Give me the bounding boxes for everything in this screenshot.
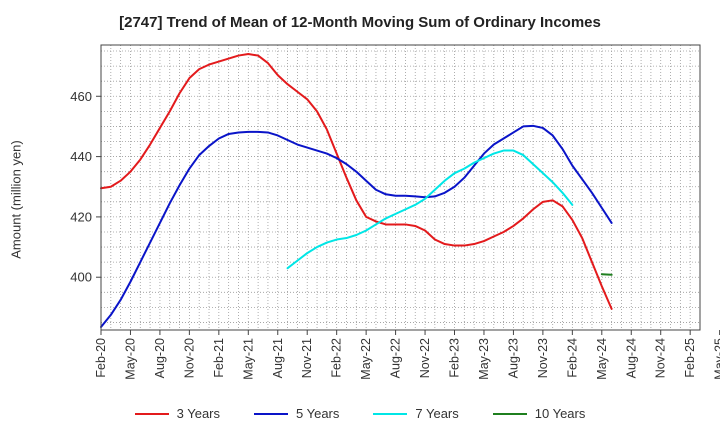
x-tick-label: May-23 xyxy=(477,338,491,380)
legend-label-5-years: 5 Years xyxy=(296,406,340,421)
x-tick-label: Feb-25 xyxy=(683,338,697,378)
series-line-5-years xyxy=(100,124,613,328)
legend-label-10-years: 10 Years xyxy=(534,406,586,421)
legend-item-3-years: 3 Years xyxy=(134,406,220,421)
x-tick-label: Feb-21 xyxy=(212,338,226,378)
series-line-10-years xyxy=(600,273,613,276)
x-tick-label: Aug-20 xyxy=(153,338,167,378)
x-tick-label: May-25 xyxy=(713,338,720,380)
legend-label-7-years: 7 Years xyxy=(415,406,459,421)
x-tick-label: Feb-24 xyxy=(565,338,579,378)
x-tick-label: May-22 xyxy=(359,338,373,380)
x-tick-label: Nov-24 xyxy=(654,338,668,378)
x-tick-label: Aug-23 xyxy=(506,338,520,378)
legend-swatch-7-years xyxy=(373,412,408,415)
series-line-3-years xyxy=(100,53,613,310)
x-tick-label: May-21 xyxy=(241,338,255,380)
x-tick-label: Feb-20 xyxy=(94,338,108,378)
legend-item-5-years: 5 Years xyxy=(254,406,339,421)
legend: 3 Years 5 Years 7 Years 10 Years xyxy=(0,406,720,421)
x-tick-label: May-24 xyxy=(595,338,609,380)
series-line-7-years xyxy=(286,149,574,270)
x-tick-label: Nov-21 xyxy=(300,338,314,378)
x-tick-label: Nov-20 xyxy=(182,338,196,378)
y-tick-label: 420 xyxy=(70,209,92,224)
x-tick-label: Aug-21 xyxy=(271,338,285,378)
x-tick-label: Nov-23 xyxy=(536,338,550,378)
plot-frame xyxy=(100,44,701,331)
x-tick-label: May-20 xyxy=(123,338,137,380)
y-tick-label: 400 xyxy=(70,270,92,285)
legend-swatch-5-years xyxy=(254,412,288,415)
x-tick-label: Aug-24 xyxy=(624,338,638,378)
x-tick-label: Feb-23 xyxy=(448,338,462,378)
legend-item-7-years: 7 Years xyxy=(373,406,459,421)
legend-item-10-years: 10 Years xyxy=(492,406,586,421)
y-tick-label: 440 xyxy=(70,149,92,164)
x-tick-label: Aug-22 xyxy=(389,338,403,378)
y-tick-label: 460 xyxy=(70,89,92,104)
grid-lines xyxy=(100,45,701,330)
legend-swatch-10-years xyxy=(492,412,527,415)
axes: 400 420 440 460 Feb-20 May-20 Aug-20 Nov-20 Feb-… xyxy=(70,44,720,380)
legend-label-3-years: 3 Years xyxy=(176,406,220,421)
legend-swatch-3-years xyxy=(134,412,169,415)
x-tick-label: Feb-22 xyxy=(330,338,344,378)
chart-title: [2747] Trend of Mean of 12-Month Moving … xyxy=(119,14,601,31)
series-lines xyxy=(100,53,613,328)
x-tick-label: Nov-22 xyxy=(418,338,432,378)
